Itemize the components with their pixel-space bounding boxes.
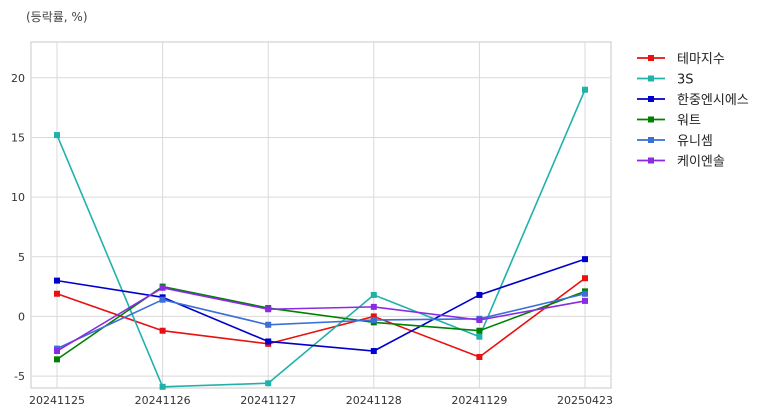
series-group xyxy=(54,284,588,355)
data-point xyxy=(370,313,377,320)
x-tick-label: 20250423 xyxy=(557,394,613,407)
series-group xyxy=(54,86,588,390)
legend-item: 3S xyxy=(637,73,694,88)
data-point xyxy=(582,86,588,93)
x-tick-label: 20241126 xyxy=(135,394,191,407)
data-point xyxy=(265,306,272,313)
legend-label: 유니셈 xyxy=(677,134,713,149)
grid xyxy=(30,41,612,389)
legend-label: 워트 xyxy=(677,114,701,129)
data-point xyxy=(265,380,272,387)
y-tick-label: 5 xyxy=(18,251,25,264)
series-line xyxy=(56,286,586,352)
y-axis-ticks: -5 0 5 10 15 20 xyxy=(11,72,25,383)
data-point xyxy=(476,291,483,298)
x-axis-ticks: 20241125 20241126 20241127 20241128 20241129… xyxy=(29,394,613,407)
data-point xyxy=(370,316,377,323)
y-tick-label: 0 xyxy=(18,310,25,323)
legend-item: 테마지수 xyxy=(637,52,725,67)
data-point xyxy=(476,316,483,323)
data-point xyxy=(159,296,166,303)
data-point xyxy=(54,348,60,355)
x-tick-label: 20241128 xyxy=(346,394,402,407)
data-point xyxy=(370,291,377,298)
y-unit-label: (등락률, %) xyxy=(26,10,88,24)
data-point xyxy=(582,275,588,282)
data-point xyxy=(582,290,588,297)
y-tick-label: 10 xyxy=(11,191,25,204)
data-point xyxy=(159,383,166,390)
legend-item: 한중엔시에스 xyxy=(637,93,749,108)
y-tick-label: -5 xyxy=(14,370,25,383)
data-point xyxy=(370,303,377,310)
series-line xyxy=(56,258,586,352)
legend-swatch-marker xyxy=(648,137,654,143)
y-tick-label: 15 xyxy=(11,131,25,144)
x-tick-label: 20241129 xyxy=(451,394,507,407)
data-point xyxy=(582,297,588,304)
series-lines xyxy=(54,86,588,390)
legend-label: 3S xyxy=(677,73,694,88)
x-tick-label: 20241127 xyxy=(240,394,296,407)
legend-swatch-marker xyxy=(648,55,654,61)
data-point xyxy=(476,333,483,340)
series-line xyxy=(56,89,586,388)
legend-swatch-marker xyxy=(648,157,654,164)
series-line xyxy=(56,292,586,350)
data-point xyxy=(54,277,60,284)
legend-item: 유니셈 xyxy=(637,134,713,149)
legend-swatch-marker xyxy=(648,75,654,82)
data-point xyxy=(159,284,166,291)
data-point xyxy=(54,290,60,297)
legend-label: 케이엔솔 xyxy=(677,155,725,170)
data-point xyxy=(476,353,483,360)
data-point xyxy=(265,321,272,328)
legend-label: 테마지수 xyxy=(677,52,725,67)
data-point xyxy=(370,348,377,355)
legend-item: 워트 xyxy=(637,114,701,129)
legend-label: 한중엔시에스 xyxy=(677,93,749,108)
data-point xyxy=(54,132,60,139)
data-point xyxy=(476,327,483,334)
x-tick-label: 20241125 xyxy=(29,394,85,407)
y-tick-label: 20 xyxy=(11,72,25,85)
data-point xyxy=(54,356,60,363)
data-point xyxy=(582,256,588,263)
data-point xyxy=(265,338,272,345)
legend-swatch-marker xyxy=(648,96,654,102)
legend-swatch-marker xyxy=(648,116,654,123)
legend-item: 케이엔솔 xyxy=(637,155,725,170)
data-point xyxy=(159,327,166,334)
series-line xyxy=(56,277,586,358)
plot-area xyxy=(30,41,612,389)
